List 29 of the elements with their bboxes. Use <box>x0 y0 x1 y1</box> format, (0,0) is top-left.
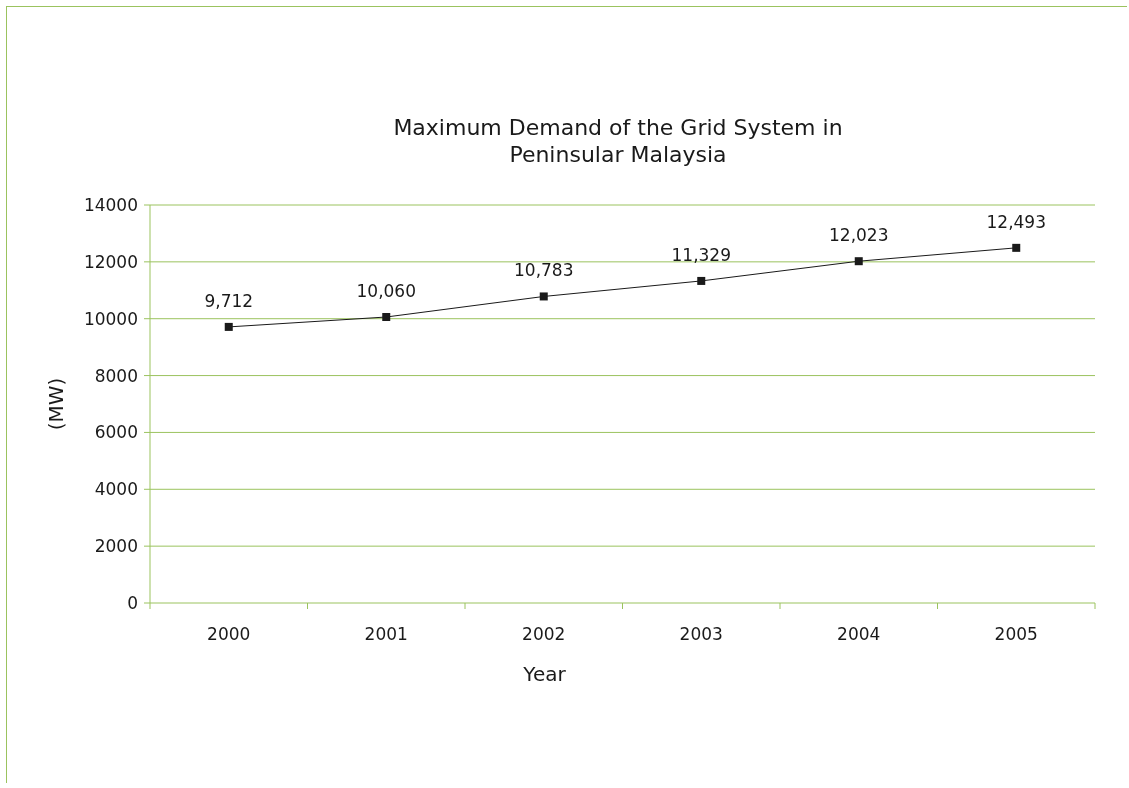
point <box>854 257 863 266</box>
y-tick-label: 0 <box>127 592 138 613</box>
y-tick-label: 10000 <box>83 308 138 329</box>
data-label: 11,329 <box>671 244 731 265</box>
y-tick-label: 2000 <box>94 536 138 557</box>
y-tick-label: 12000 <box>83 251 138 272</box>
y-tick-label: 6000 <box>94 422 138 443</box>
point <box>1012 243 1021 252</box>
point <box>382 313 391 322</box>
x-tick-label: 2004 <box>837 624 881 644</box>
data-label: 12,493 <box>986 211 1046 232</box>
x-tick-label: 2005 <box>994 624 1038 644</box>
y-tick-label: 4000 <box>94 479 138 500</box>
point <box>539 292 548 301</box>
y-tick-label: 8000 <box>94 365 138 386</box>
data-label: 10,060 <box>356 281 416 302</box>
y-axis-title: (MW) <box>44 377 68 431</box>
x-axis-title: Year <box>522 662 567 686</box>
y-tick-label: 14000 <box>83 194 138 215</box>
point <box>697 276 706 285</box>
point <box>224 322 233 331</box>
x-tick-label: 2000 <box>207 624 251 644</box>
x-tick-label: 2003 <box>679 624 723 644</box>
data-label: 12,023 <box>829 225 889 246</box>
chart-title: Maximum Demand of the Grid System in Peninsular Malaysia <box>393 115 843 167</box>
x-tick-label: 2002 <box>522 624 566 644</box>
x-tick-label: 2001 <box>364 624 408 644</box>
data-label: 9,712 <box>204 290 254 311</box>
data-label: 10,783 <box>514 260 574 281</box>
